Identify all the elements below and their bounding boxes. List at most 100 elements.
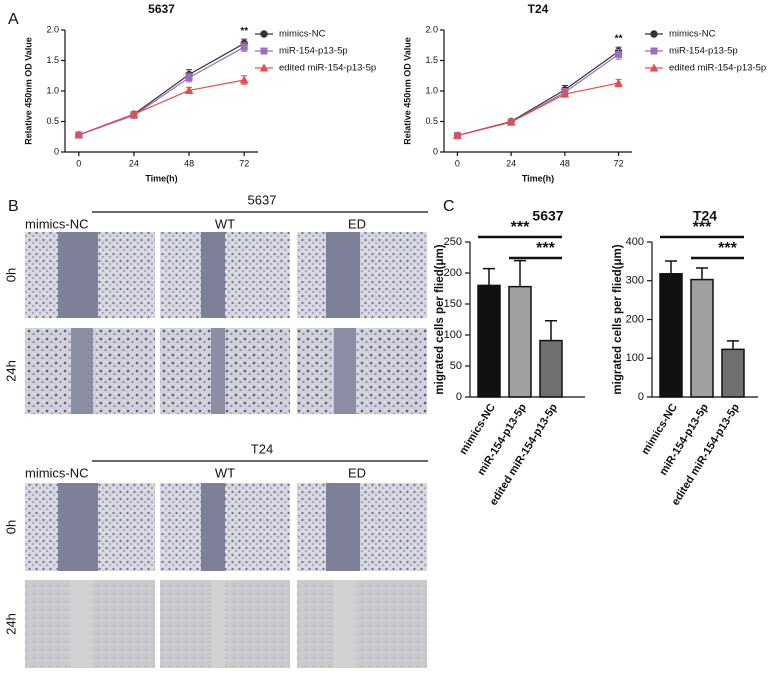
significance-label: *** [718,240,737,257]
y-tick-label: 0 [433,146,438,156]
error-bar [545,319,557,341]
micrograph [297,580,427,668]
bar [659,273,683,398]
row-label: 24h [3,613,18,635]
error-bar [727,340,739,350]
series-line [78,46,245,136]
y-tick-label: 0 [638,391,644,403]
y-tick-label: 200 [444,267,462,279]
marker [453,130,462,140]
column-label: ED [348,465,366,480]
legend-marker [259,63,269,72]
panel-label: B [8,198,19,215]
row-label: 24h [3,360,18,382]
bar [477,284,501,398]
y-axis-label: migrated cells per flied(μm) [434,244,446,394]
y-tick-label: 200 [626,313,644,325]
legend-label: edited miR-154-p13-5p [279,63,376,74]
x-tick-label: 48 [184,158,194,168]
wound-gap [211,580,225,668]
x-tick-label: 48 [560,158,570,168]
y-tick-label: 1.5 [46,55,59,65]
y-tick-label: 1.0 [425,85,438,95]
chart-title: T24 [693,208,717,224]
marker [560,89,570,98]
wound-gap [201,483,225,571]
y-tick-label: 0.5 [46,116,59,126]
micrograph [297,232,427,318]
y-tick-label: 0.5 [425,116,438,126]
y-tick-label: 400 [626,236,644,248]
marker [239,75,249,84]
x-tick-label: 72 [614,158,624,168]
y-tick-label: 2.0 [425,24,438,34]
wound-gap [326,483,360,571]
wound-gap [71,580,93,668]
column-label: ED [348,216,366,231]
marker [614,78,623,87]
marker [506,117,516,126]
bar [539,339,563,398]
y-tick-label: 0 [54,146,59,156]
x-tick-label: 24 [129,158,139,168]
y-tick-label: 0 [456,391,462,403]
x-tick-label: 24 [506,158,516,168]
row-label: 0h [3,268,18,282]
legend-label: miR-154-p13-5p [279,46,348,57]
annotation: ** [240,26,248,37]
chart-title: T24 [528,2,549,16]
marker [129,109,139,118]
micrograph [297,483,427,571]
column-label: WT [215,216,235,231]
error-bar [514,259,526,287]
micrograph [297,328,427,414]
marker [74,130,84,139]
y-axis-label: Relative 450nm OD Value [402,37,412,145]
wound-gap [211,328,225,414]
wound-gap [334,580,356,668]
x-tick-label: 72 [239,158,249,168]
column-label: WT [215,465,235,480]
wound-gap [71,328,93,414]
chart-title: 5637 [532,208,563,224]
significance-label: *** [536,240,555,257]
series-line [78,42,245,136]
error-bar [483,267,495,286]
y-tick-label: 1.0 [46,85,59,95]
series-line [457,50,619,137]
annotation: ** [615,34,623,45]
panel-label: C [443,198,455,215]
legend-marker [260,47,268,55]
wound-gap [58,232,98,318]
cell-line-label: 5637 [248,192,277,207]
chart-title: 5637 [148,2,175,16]
cell-line-label: T24 [251,441,273,456]
x-axis-label: Time(h) [522,173,554,183]
y-tick-label: 100 [626,352,644,364]
legend-label: miR-154-p13-5p [669,46,738,57]
x-axis-label: Time(h) [145,173,177,183]
y-tick-label: 300 [626,275,644,287]
legend-marker [649,63,659,72]
y-tick-label: 2.0 [46,24,59,34]
legend-marker [260,30,268,38]
marker [615,50,623,58]
legend-label: mimics-NC [279,29,326,40]
series-line [457,53,619,137]
column-label: mimics-NC [25,465,89,480]
row-label: 0h [3,520,18,534]
bar [508,285,532,398]
wound-gap [334,328,356,414]
error-bar [665,260,677,274]
wound-gap [201,232,225,318]
panel-label: A [8,11,19,28]
marker [184,85,194,94]
y-axis-label: migrated cells per flied(μm) [612,244,624,394]
legend-label: edited miR-154-p13-5p [669,63,766,74]
significance-label: *** [693,219,712,236]
y-axis-label: Relative 450nm OD Value [23,37,33,145]
legend-marker [650,47,658,55]
series-line [78,79,245,136]
y-tick-label: 1.5 [425,55,438,65]
